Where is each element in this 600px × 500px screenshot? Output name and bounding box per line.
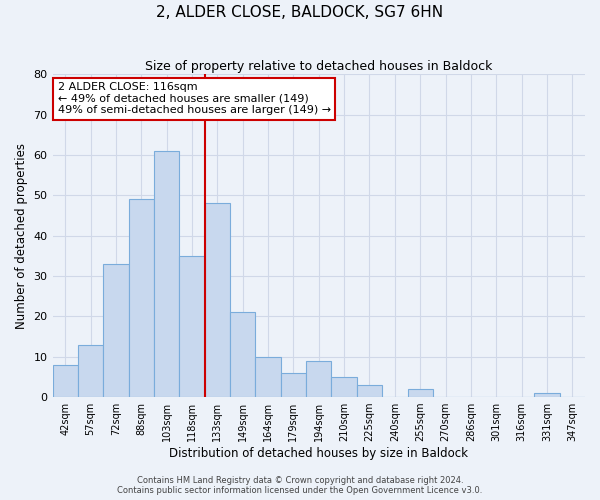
Bar: [256, 356, 281, 397]
Bar: [78, 344, 103, 397]
Bar: [205, 204, 230, 397]
Bar: [103, 264, 128, 397]
Bar: [281, 373, 306, 397]
Bar: [53, 365, 78, 397]
Bar: [179, 256, 205, 397]
Text: Contains HM Land Registry data © Crown copyright and database right 2024.
Contai: Contains HM Land Registry data © Crown c…: [118, 476, 482, 495]
Title: Size of property relative to detached houses in Baldock: Size of property relative to detached ho…: [145, 60, 493, 73]
Text: 2, ALDER CLOSE, BALDOCK, SG7 6HN: 2, ALDER CLOSE, BALDOCK, SG7 6HN: [157, 5, 443, 20]
Bar: [230, 312, 256, 397]
Bar: [154, 151, 179, 397]
Bar: [331, 377, 357, 397]
Bar: [357, 385, 382, 397]
X-axis label: Distribution of detached houses by size in Baldock: Distribution of detached houses by size …: [169, 447, 468, 460]
Text: 2 ALDER CLOSE: 116sqm
← 49% of detached houses are smaller (149)
49% of semi-det: 2 ALDER CLOSE: 116sqm ← 49% of detached …: [58, 82, 331, 116]
Bar: [534, 393, 560, 397]
Y-axis label: Number of detached properties: Number of detached properties: [15, 142, 28, 328]
Bar: [407, 389, 433, 397]
Bar: [128, 200, 154, 397]
Bar: [306, 361, 331, 397]
